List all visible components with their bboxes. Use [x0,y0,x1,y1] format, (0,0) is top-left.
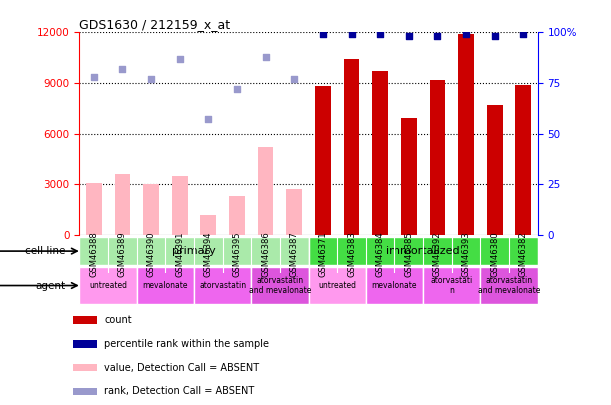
Text: primary: primary [172,246,216,256]
Bar [251,267,309,304]
Point [490,33,500,40]
Text: mevalonate: mevalonate [142,281,188,290]
Point [519,31,529,38]
Text: GSM46388: GSM46388 [89,231,98,277]
Text: GSM46384: GSM46384 [376,231,385,277]
Text: GSM46394: GSM46394 [204,231,213,277]
Bar [79,267,137,304]
Text: atorvastatin
and mevalonate: atorvastatin and mevalonate [249,276,311,295]
Bar [114,174,130,235]
Text: GSM46380: GSM46380 [490,231,499,277]
Text: GSM46389: GSM46389 [118,231,127,277]
Text: atorvastatin: atorvastatin [199,281,246,290]
Bar [516,85,531,235]
Text: immortalized: immortalized [386,246,460,256]
Bar [287,190,302,235]
Bar [372,71,388,235]
Text: GSM46382: GSM46382 [519,231,528,277]
Text: atorvastati
n: atorvastati n [431,276,473,295]
Bar [73,364,97,371]
Text: percentile rank within the sample: percentile rank within the sample [104,339,269,349]
Point [89,74,98,80]
Text: GSM46393: GSM46393 [461,231,470,277]
Point [232,86,242,92]
Bar [430,80,445,235]
Bar [172,176,188,235]
Text: GSM46395: GSM46395 [232,231,241,277]
Text: count: count [104,315,132,325]
Bar [258,147,274,235]
Text: GSM46391: GSM46391 [175,231,184,277]
Bar [480,267,538,304]
Bar [343,60,359,235]
Point [203,116,213,123]
Text: GSM46383: GSM46383 [347,231,356,277]
Bar [366,267,423,304]
Bar [200,215,216,235]
Text: GSM46390: GSM46390 [147,231,156,277]
Bar [458,34,474,235]
Text: cell line: cell line [24,246,65,256]
Text: rank, Detection Call = ABSENT: rank, Detection Call = ABSENT [104,386,254,396]
Text: untreated: untreated [89,281,127,290]
Bar [487,105,503,235]
Bar [194,267,251,304]
Point [346,31,356,38]
Bar [137,267,194,304]
Point [433,33,442,40]
Bar [309,237,538,265]
Bar [73,316,97,324]
Point [117,66,127,72]
Point [404,33,414,40]
Bar [86,183,101,235]
Point [290,76,299,82]
Text: value, Detection Call = ABSENT: value, Detection Call = ABSENT [104,362,259,373]
Point [375,31,385,38]
Point [175,55,185,62]
Text: GSM46387: GSM46387 [290,231,299,277]
Text: untreated: untreated [318,281,356,290]
Text: GSM46386: GSM46386 [261,231,270,277]
Point [146,76,156,82]
Text: agent: agent [35,281,65,290]
Bar [315,86,331,235]
Text: GDS1630 / 212159_x_at: GDS1630 / 212159_x_at [79,18,230,31]
Point [318,31,327,38]
Bar [143,184,159,235]
Bar [229,196,245,235]
Bar [423,267,480,304]
Point [261,53,271,60]
Bar [79,237,309,265]
Bar [73,388,97,395]
Text: GSM46385: GSM46385 [404,231,413,277]
Bar [401,119,417,235]
Point [461,31,471,38]
Text: GSM46371: GSM46371 [318,231,327,277]
Bar [309,267,366,304]
Text: mevalonate: mevalonate [371,281,417,290]
Bar [73,340,97,347]
Text: GSM46392: GSM46392 [433,231,442,277]
Text: atorvastatin
and mevalonate: atorvastatin and mevalonate [478,276,540,295]
